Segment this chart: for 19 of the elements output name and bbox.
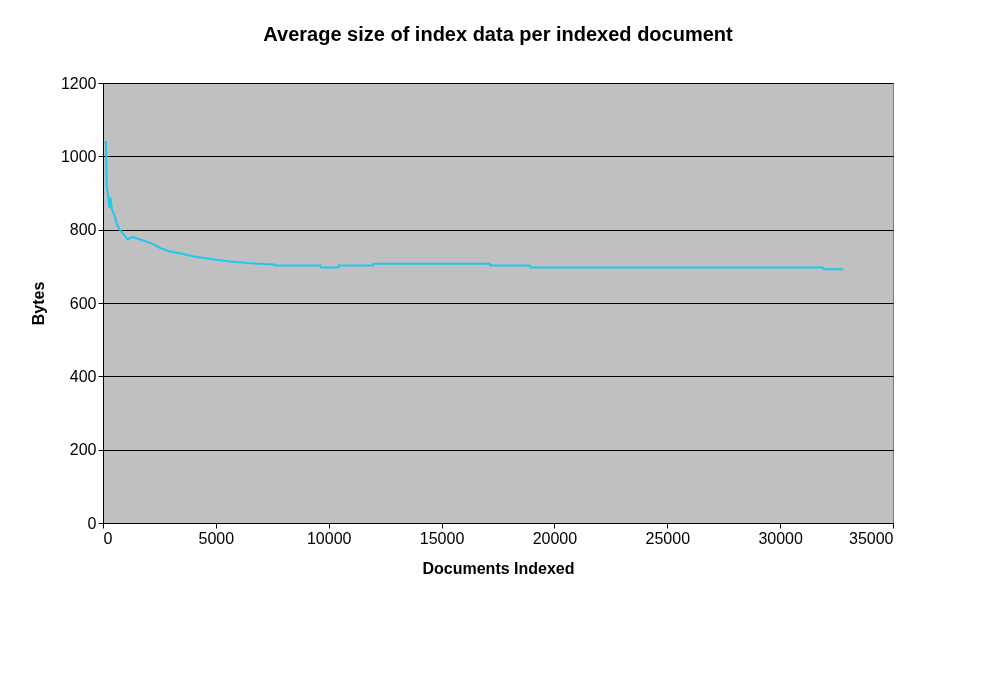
x-tick-label: 20000 bbox=[532, 529, 578, 547]
y-tick-label: 1200 bbox=[60, 74, 97, 92]
y-tick-label: 400 bbox=[69, 367, 97, 385]
x-axis-title: Documents Indexed bbox=[422, 559, 575, 577]
y-tick-label: 600 bbox=[69, 294, 97, 312]
line-series bbox=[103, 140, 845, 271]
x-tick-label: 10000 bbox=[306, 529, 352, 547]
chart-title: Average size of index data per indexed document bbox=[263, 23, 734, 45]
y-axis-title: Bytes bbox=[29, 281, 47, 326]
x-tick-label: 25000 bbox=[645, 529, 691, 547]
x-tick-label: 30000 bbox=[758, 529, 803, 547]
x-tick-label: 35000 bbox=[849, 529, 894, 547]
y-tick-label: 1000 bbox=[60, 147, 97, 165]
y-tick-label: 200 bbox=[69, 441, 97, 459]
x-tick-label: 15000 bbox=[419, 529, 465, 547]
y-tick-label: 0 bbox=[87, 514, 97, 532]
y-tick-label: 800 bbox=[69, 221, 97, 239]
x-tick-label: 5000 bbox=[198, 529, 235, 547]
x-tick-label: 0 bbox=[103, 529, 113, 547]
